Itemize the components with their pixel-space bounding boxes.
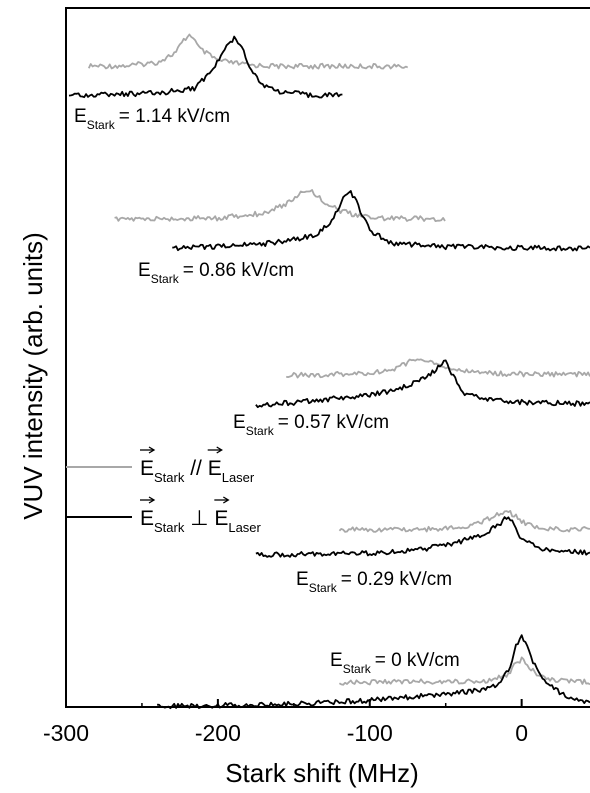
vector-arrowhead-icon — [148, 446, 156, 454]
legend: EStark // ELaser EStark ⊥ ELaser — [66, 446, 262, 535]
vector-arrowhead-icon — [216, 446, 223, 454]
x-tick-label: 0 — [515, 720, 528, 746]
vector-arrowhead-icon — [222, 496, 230, 504]
field-annotation-2: EStark = 0.57 kV/cm — [233, 412, 389, 438]
x-tick-label: -100 — [347, 720, 393, 746]
series-layer — [68, 33, 590, 710]
series-perpendicular-4 — [157, 634, 590, 710]
x-tick-label: -300 — [43, 720, 89, 746]
plot-frame — [65, 7, 590, 708]
axes-border — [65, 7, 590, 708]
series-parallel-3 — [338, 510, 590, 533]
series-parallel-1 — [114, 189, 446, 222]
series-perpendicular-2 — [255, 359, 590, 409]
field-annotation-4: EStark = 0 kV/cm — [330, 650, 460, 676]
vector-arrowhead-icon — [148, 496, 156, 504]
series-perpendicular-3 — [255, 516, 590, 558]
legend-label-perpendicular: EStark ⊥ ELaser — [140, 507, 262, 535]
x-axis-label: Stark shift (MHz) — [225, 758, 419, 788]
field-annotation-0: EStark = 1.14 kV/cm — [74, 106, 230, 132]
field-annotation-3: EStark = 0.29 kV/cm — [296, 569, 452, 595]
series-parallel-4 — [338, 656, 590, 686]
series-parallel-2 — [286, 358, 590, 379]
legend-label-parallel: EStark // ELaser — [140, 457, 255, 485]
x-tick-label: -200 — [195, 720, 241, 746]
series-perpendicular-0 — [68, 35, 343, 99]
series-perpendicular-1 — [172, 190, 590, 252]
x-axis: -300 -200 -100 0 — [43, 699, 528, 746]
field-annotation-1: EStark = 0.86 kV/cm — [138, 260, 294, 286]
y-axis-label: VUV intensity (arb. units) — [18, 232, 48, 520]
annotation-layer: EStark = 1.14 kV/cm EStark = 0.86 kV/cm ESta… — [74, 106, 460, 676]
